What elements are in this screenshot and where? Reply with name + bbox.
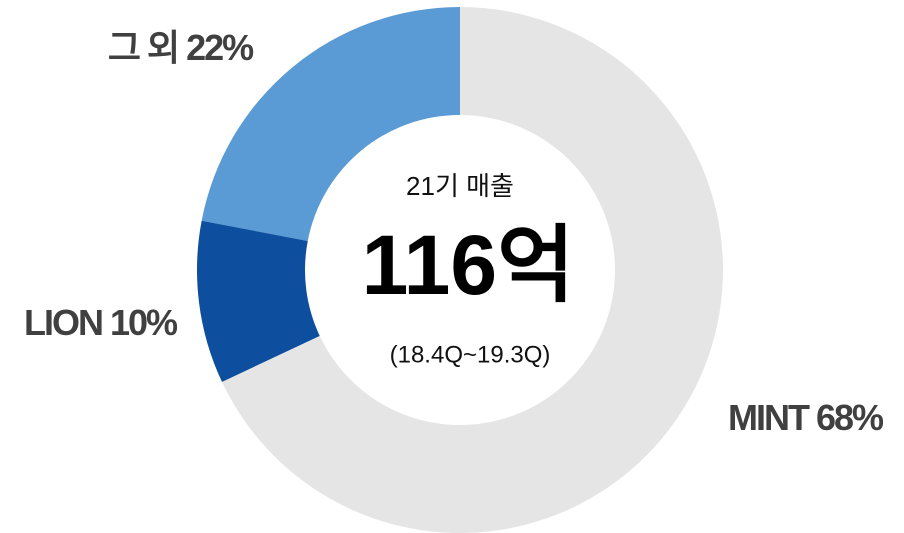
donut-segment <box>222 7 723 533</box>
segment-label: LION 10% <box>24 302 178 343</box>
center-total: 116억 <box>362 218 575 312</box>
donut-segment <box>197 220 320 382</box>
segment-label: 그 외 22% <box>108 27 254 68</box>
category-name: LION <box>24 302 102 343</box>
segment-label: MINT 68% <box>728 397 884 438</box>
value-label: 68% <box>816 397 884 438</box>
center-caption: 21기 매출 <box>406 171 514 201</box>
category-name: MINT <box>728 397 810 438</box>
donut-segment <box>201 7 460 241</box>
value-label: 22% <box>186 27 254 68</box>
value-label: 10% <box>110 302 178 343</box>
center-period: (18.4Q~19.3Q) <box>390 341 551 368</box>
category-name: 그 외 <box>108 27 178 68</box>
